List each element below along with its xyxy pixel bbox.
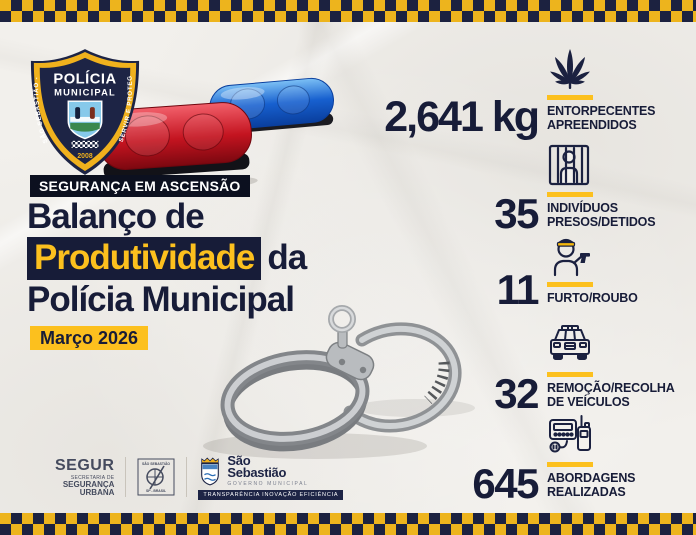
radio-icon (549, 415, 591, 453)
date-badge: Março 2026 (30, 326, 149, 350)
closed-cuff-ring (220, 350, 370, 452)
footer-divider (186, 457, 188, 497)
emblem-top-text: SÃO SEBASTIÃO (142, 461, 170, 466)
handcuffs-image (200, 298, 480, 468)
stat-label: FURTO/ROUBO (547, 291, 638, 305)
page-title: Balanço de Produtividade da Polícia Munic… (27, 197, 307, 320)
yellow-underline (547, 192, 593, 197)
segur-logo: SEGUR SECRETARIA DE SEGURANÇA URBANA (55, 456, 115, 497)
stat-value: 2,641 kg (384, 93, 540, 141)
badge-subtitle: MUNICIPAL (54, 87, 116, 97)
yellow-underline (547, 282, 593, 287)
stat-label: ABORDAGENS REALIZADAS (547, 471, 636, 499)
stat-label: INDIVÍDUOS PRESOS/DETIDOS (547, 201, 656, 229)
stat-value: 645 (472, 460, 539, 507)
stat-label: REMOÇÃO/RECOLHA DE VEÍCULOS (547, 381, 675, 409)
cannabis-leaf-icon (550, 49, 590, 89)
stat-label: ENTORPECENTES APREENDIDOS (547, 104, 656, 132)
badge-crest (67, 100, 103, 140)
badge-title: POLÍCIA (53, 70, 116, 87)
title-line2: Produtividade da (27, 237, 307, 280)
banner-seguranca: SEGURANÇA EM ASCENSÃO (30, 175, 250, 197)
stat-value: 32 (494, 370, 539, 417)
open-cuff-jaw (343, 322, 462, 433)
yellow-underline (547, 372, 593, 377)
checkered-border-bottom (0, 513, 696, 535)
stat-presos: 35 INDIVÍDUOS PRESOS/DETIDOS (360, 143, 696, 235)
city-name: São Sebastião GOVERNO MUNICIPAL (227, 452, 309, 487)
police-lightbars-image (92, 76, 342, 196)
prisoner-icon (548, 144, 590, 186)
sao-sebastiao-emblem: SÃO SEBASTIÃO SP - BRASIL (137, 458, 175, 496)
badge-shield: POLÍCIA MUNICIPAL SÃO SEBASTIÃO - SP SER… (23, 41, 140, 175)
emblem-bottom-text: SP - BRASIL (146, 489, 166, 493)
footer-logos: SEGUR SECRETARIA DE SEGURANÇA URBANA SÃO… (55, 452, 344, 502)
lightbars-illustration (96, 77, 334, 196)
police-municipal-badge: POLÍCIA MUNICIPAL SÃO SEBASTIÃO - SP SER… (23, 41, 144, 178)
yellow-underline (547, 95, 593, 100)
checkered-border-top (0, 0, 696, 22)
title-line2-suffix: da (267, 238, 307, 277)
police-car-icon (550, 325, 590, 360)
robber-icon (553, 238, 590, 277)
segur-name: SEGUR (55, 456, 115, 474)
stat-value: 35 (494, 190, 539, 237)
footer-divider (125, 457, 127, 497)
cuff-lock-body (325, 341, 375, 381)
title-highlight: Produtividade (27, 237, 262, 280)
yellow-underline (547, 462, 593, 467)
handcuffs-illustration (203, 305, 475, 459)
stat-abordagens: 645 (360, 413, 696, 505)
city-values-banner: TRANSPARÊNCIA INOVAÇÃO EFICIÊNCIA (198, 489, 344, 500)
title-line1: Balanço de (27, 197, 205, 236)
stat-furto-roubo: 11 FURTO/ROUBO (360, 233, 696, 311)
badge-year: 2008 (77, 153, 92, 160)
city-subtitle: GOVERNO MUNICIPAL (227, 480, 309, 487)
city-government-logo: São Sebastião GOVERNO MUNICIPAL TRANSPAR… (198, 452, 344, 500)
stat-remocao-veiculos: 32 (360, 323, 696, 415)
stat-value: 11 (496, 266, 540, 313)
title-line3: Polícia Municipal (27, 280, 295, 319)
city-coat-of-arms (201, 457, 220, 485)
key-ring (328, 305, 356, 349)
stat-entorpecentes: 2,641 kg ENTORP (360, 46, 696, 139)
